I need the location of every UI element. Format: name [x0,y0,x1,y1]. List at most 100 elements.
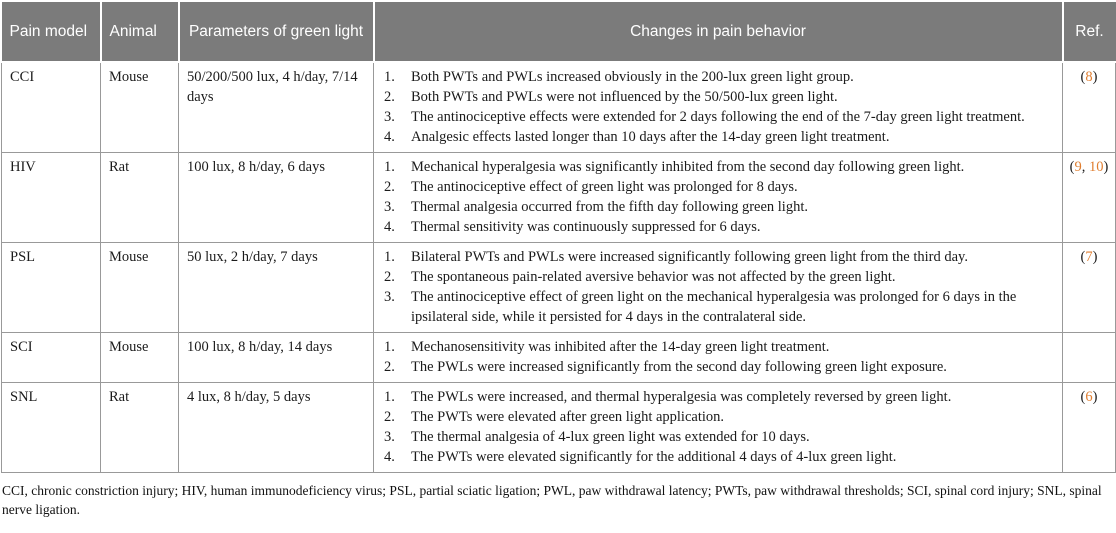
change-item-number: 2. [384,89,395,105]
change-item-number: 3. [384,109,395,125]
change-item: 3. The thermal analgesia of 4-lux green l… [384,427,1054,447]
change-item: 3. Thermal analgesia occurred from the fi… [384,197,1054,217]
changes-cell: 1. Both PWTs and PWLs increased obviously… [373,61,1063,153]
animal-cell: Mouse [100,242,179,333]
change-item-number: 4. [384,129,395,145]
green-light-pain-table: Pain model Animal Parameters of green ligh… [1,2,1116,473]
table-header: Pain model Animal Parameters of green ligh… [1,2,1116,63]
change-item-text: Bilateral PWTs and PWLs were increased s… [411,249,968,265]
changes-cell: 1. Mechanosensitivity was inhibited after… [373,332,1063,383]
changes-list: 1. Mechanical hyperalgesia was significan… [384,157,1054,237]
table-body: CCI Mouse 50/200/500 lux, 4 h/day, 7/14 da… [1,61,1116,473]
column-header-ref: Ref. [1061,2,1116,63]
citation-link[interactable]: 8 [1085,69,1093,85]
changes-cell: 1. The PWLs were increased, and thermal h… [373,382,1063,473]
animal-cell: Mouse [100,332,179,383]
parameters-cell: 50/200/500 lux, 4 h/day, 7/14 days [178,61,374,153]
change-item: 2. The spontaneous pain-related aversive … [384,267,1054,287]
pain-model-cell: CCI [1,61,101,153]
change-item: 1. Both PWTs and PWLs increased obviously… [384,67,1054,87]
change-item-text: Analgesic effects lasted longer than 10 … [411,129,890,145]
change-item: 3. The antinociceptive effect of green li… [384,287,1054,327]
column-header-changes-in-pain-behavior: Changes in pain behavior [372,2,1063,63]
pain-model-cell: PSL [1,242,101,333]
change-item-text: The antinociceptive effects were extende… [411,109,1025,125]
animal-cell: Rat [100,382,179,473]
column-header-pain-model: Pain model [1,2,101,63]
change-item-number: 2. [384,409,395,425]
change-item-number: 1. [384,159,395,175]
change-item-text: Thermal analgesia occurred from the fift… [411,199,808,215]
change-item-number: 4. [384,219,395,235]
citation-link[interactable]: 9 [1074,159,1082,175]
citation-punctuation: ( [1080,249,1086,265]
ref-cell: (6) [1062,382,1116,473]
citation-punctuation: ) [1092,69,1098,85]
animal-cell: Rat [100,152,179,243]
animal-cell: Mouse [100,61,179,153]
header-row: Pain model Animal Parameters of green ligh… [1,2,1116,63]
citation-punctuation: ) [1092,249,1098,265]
change-item-number: 3. [384,429,395,445]
parameters-cell: 50 lux, 2 h/day, 7 days [178,242,374,333]
change-item-text: The PWLs were increased significantly fr… [411,359,947,375]
change-item-number: 2. [384,179,395,195]
change-item: 1. Mechanical hyperalgesia was significan… [384,157,1054,177]
change-item: 4. Analgesic effects lasted longer than 1… [384,127,1054,147]
change-item-text: The PWTs were elevated after green light… [411,409,725,425]
pain-model-cell: SNL [1,382,101,473]
change-item: 3. The antinociceptive effects were exten… [384,107,1054,127]
change-item-text: Both PWTs and PWLs were not influenced b… [411,89,838,105]
change-item-number: 1. [384,249,395,265]
pain-model-cell: HIV [1,152,101,243]
table-row-hiv: HIV Rat 100 lux, 8 h/day, 6 days 1. Mechanic… [1,152,1116,243]
citation-punctuation: ( [1080,389,1086,405]
parameters-cell: 100 lux, 8 h/day, 6 days [178,152,374,243]
citation-link[interactable]: 6 [1085,389,1093,405]
citation-punctuation: ( [1069,159,1075,175]
table-row-snl: SNL Rat 4 lux, 8 h/day, 5 days 1. The PWLs w… [1,382,1116,473]
table-row-psl: PSL Mouse 50 lux, 2 h/day, 7 days 1. Bilater… [1,242,1116,333]
change-item-text: Both PWTs and PWLs increased obviously i… [411,69,854,85]
changes-cell: 1. Mechanical hyperalgesia was significan… [373,152,1063,243]
citation-punctuation: ) [1092,389,1098,405]
ref-cell: (8) [1062,61,1116,153]
parameters-cell: 4 lux, 8 h/day, 5 days [178,382,374,473]
ref-cell: (9, 10) [1062,152,1116,243]
citation-punctuation: ( [1080,69,1086,85]
change-item: 1. Mechanosensitivity was inhibited after… [384,337,1054,357]
change-item-number: 3. [384,199,395,215]
change-item-number: 1. [384,389,395,405]
column-header-animal: Animal [99,2,179,63]
table-row-sci: SCI Mouse 100 lux, 8 h/day, 14 days 1. Mecha… [1,332,1116,383]
change-item-text: The spontaneous pain-related aversive be… [411,269,896,285]
change-item-text: The antinociceptive effect of green ligh… [411,179,798,195]
change-item-text: The PWTs were elevated significantly for… [411,449,897,465]
change-item: 2. Both PWTs and PWLs were not influenced… [384,87,1054,107]
change-item: 4. Thermal sensitivity was continuously s… [384,217,1054,237]
table-footnote: CCI, chronic constriction injury; HIV, h… [2,483,1102,517]
ref-cell [1062,332,1116,383]
change-item-number: 4. [384,449,395,465]
change-item-number: 1. [384,69,395,85]
change-item-text: The antinociceptive effect of green ligh… [411,289,1017,325]
table-row-cci: CCI Mouse 50/200/500 lux, 4 h/day, 7/14 da… [1,61,1116,153]
change-item-number: 2. [384,359,395,375]
change-item-number: 3. [384,289,395,305]
changes-cell: 1. Bilateral PWTs and PWLs were increased… [373,242,1063,333]
change-item-text: The thermal analgesia of 4-lux green lig… [411,429,810,445]
citation-punctuation: , [1081,159,1089,175]
change-item: 1. Bilateral PWTs and PWLs were increased… [384,247,1054,267]
citation-link[interactable]: 10 [1089,159,1104,175]
change-item: 1. The PWLs were increased, and thermal h… [384,387,1054,407]
change-item-text: Mechanosensitivity was inhibited after t… [411,339,830,355]
changes-list: 1. Both PWTs and PWLs increased obviously… [384,67,1054,147]
changes-list: 1. The PWLs were increased, and thermal h… [384,387,1054,467]
citation-link[interactable]: 7 [1085,249,1093,265]
change-item-number: 1. [384,339,395,355]
ref-cell: (7) [1062,242,1116,333]
change-item-text: Mechanical hyperalgesia was significantl… [411,159,965,175]
citation-punctuation: ) [1103,159,1109,175]
change-item: 4. The PWTs were elevated significantly f… [384,447,1054,467]
column-header-parameters-of-green-light: Parameters of green light [177,2,374,63]
